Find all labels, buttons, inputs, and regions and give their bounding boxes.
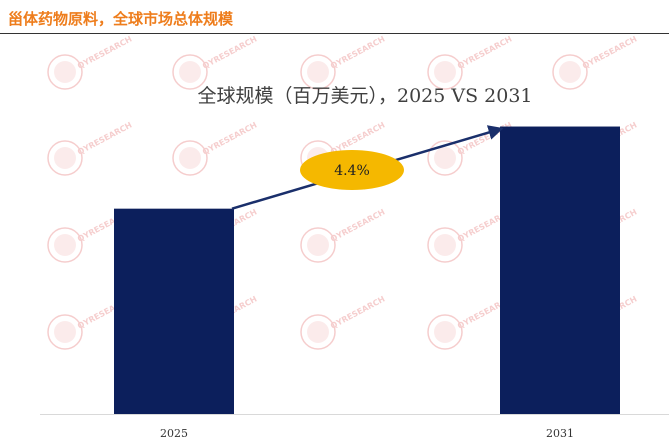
- watermark-text: QYRESEARCH: [329, 294, 387, 330]
- page-title: 甾体药物原料，全球市场总体规模: [8, 10, 234, 28]
- bar-series: [114, 126, 620, 415]
- watermark-logo: QYRESEARCH: [300, 294, 387, 350]
- x-tick-label: 2025: [160, 427, 188, 440]
- growth-annotation: 4.4%: [231, 125, 504, 210]
- bar-2025: [114, 208, 234, 414]
- watermark-text: QYRESEARCH: [329, 34, 387, 70]
- watermark-text: QYRESEARCH: [456, 34, 514, 70]
- watermark-text: QYRESEARCH: [201, 34, 259, 70]
- watermark-logo: QYRESEARCH: [552, 34, 639, 90]
- cagr-label: 4.4%: [334, 163, 370, 179]
- x-tick-label: 2031: [546, 427, 574, 440]
- watermark-logo: QYRESEARCH: [172, 34, 259, 90]
- watermark-text: QYRESEARCH: [581, 34, 639, 70]
- watermark-text: QYRESEARCH: [76, 34, 134, 70]
- header-divider: [0, 33, 669, 34]
- watermark-logo: QYRESEARCH: [300, 34, 387, 90]
- chart-title: 全球规模（百万美元），2025 VS 2031: [197, 85, 532, 107]
- watermark-logo: QYRESEARCH: [427, 34, 514, 90]
- x-axis-ticks: 2025 2031: [160, 427, 574, 440]
- watermark-text: QYRESEARCH: [201, 120, 259, 156]
- watermark-logo: QYRESEARCH: [47, 120, 134, 176]
- bar-2031: [500, 126, 620, 415]
- watermark-logo: QYRESEARCH: [300, 207, 387, 263]
- watermark-logo: QYRESEARCH: [47, 34, 134, 90]
- watermark-logo: QYRESEARCH: [172, 120, 259, 176]
- watermark-text: QYRESEARCH: [329, 207, 387, 243]
- cagr-ellipse: [300, 150, 404, 190]
- watermark-text: QYRESEARCH: [76, 120, 134, 156]
- page-header: 甾体药物原料，全球市场总体规模: [0, 0, 669, 34]
